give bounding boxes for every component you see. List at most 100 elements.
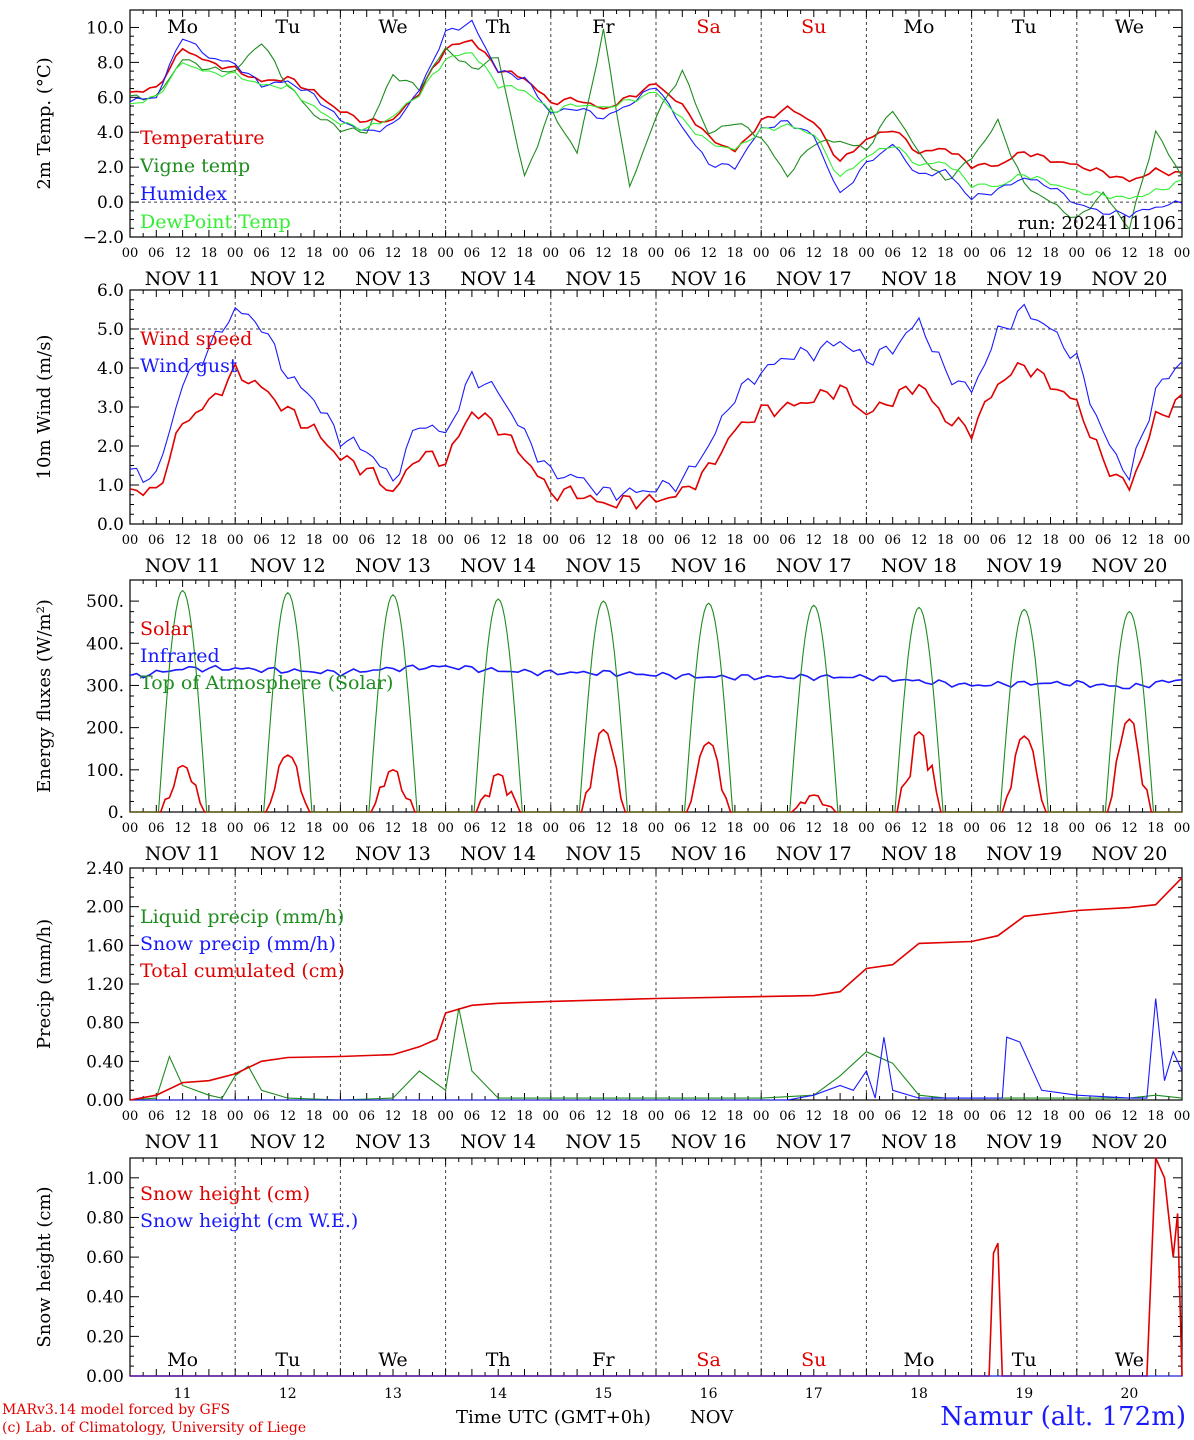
date-label: NOV 19 [986, 843, 1062, 865]
legend-entry: Wind gust [140, 355, 238, 377]
y-axis-label: Energy fluxes (W/m²) [34, 599, 55, 793]
day-of-week-label: Su [801, 16, 826, 38]
date-label: NOV 13 [355, 268, 431, 290]
hour-tick-label: 18 [1147, 1109, 1164, 1124]
day-number-label: 12 [279, 1386, 297, 1402]
day-of-week-label: We [378, 1349, 407, 1371]
y-tick-label: 0.0 [97, 515, 124, 535]
hour-tick-label: 00 [437, 821, 454, 836]
day-number-label: 17 [805, 1386, 823, 1402]
hour-tick-label: 18 [201, 533, 218, 548]
hour-tick-label: 00 [543, 821, 560, 836]
hour-tick-label: 00 [122, 821, 139, 836]
series-line-dewpoint-temp [129, 52, 1183, 200]
y-tick-label: 400. [86, 634, 124, 654]
hour-tick-label: 00 [227, 1109, 244, 1124]
date-label: NOV 18 [881, 1131, 957, 1153]
day-of-week-label: Sa [696, 1349, 720, 1371]
hour-tick-label: 00 [858, 533, 875, 548]
hour-tick-label: 00 [332, 246, 349, 261]
y-tick-label: 1.0 [97, 476, 124, 496]
series-line-wind-speed [129, 361, 1183, 511]
hour-tick-label: 12 [700, 246, 717, 261]
date-label: NOV 19 [986, 268, 1062, 290]
hour-tick-label: 00 [332, 1109, 349, 1124]
y-tick-label: 0.80 [86, 1208, 124, 1228]
hour-tick-label: 00 [648, 533, 665, 548]
day-of-week-label: We [378, 16, 407, 38]
x-axis-label: Time UTC (GMT+0h) [456, 1407, 651, 1428]
date-label: NOV 20 [1091, 1131, 1167, 1153]
y-tick-label: 0.40 [86, 1052, 124, 1072]
hour-tick-label: 18 [411, 246, 428, 261]
hour-tick-label: 18 [516, 246, 533, 261]
hour-tick-label: 18 [201, 246, 218, 261]
hour-tick-label: 18 [306, 246, 323, 261]
hour-tick-label: 12 [595, 821, 612, 836]
hour-tick-label: 12 [911, 821, 928, 836]
hour-tick-label: 18 [832, 246, 849, 261]
legend-entry: Snow precip (mm/h) [140, 933, 336, 955]
y-axis-label: Precip (mm/h) [34, 919, 55, 1049]
day-number-label: 15 [594, 1386, 612, 1402]
hour-tick-label: 12 [490, 246, 507, 261]
hour-tick-label: 06 [358, 821, 375, 836]
hour-tick-label: 00 [753, 246, 770, 261]
hour-tick-label: 06 [148, 533, 165, 548]
y-tick-label: 0.0 [97, 193, 124, 213]
day-of-week-label: Mo [904, 16, 935, 38]
y-tick-label: 0. [108, 803, 124, 823]
hour-tick-label: 18 [727, 246, 744, 261]
hour-tick-label: 00 [227, 821, 244, 836]
hour-tick-label: 00 [648, 1109, 665, 1124]
hour-tick-label: 18 [621, 533, 638, 548]
hour-tick-label: 00 [963, 246, 980, 261]
date-label: NOV 20 [1091, 555, 1167, 577]
hour-tick-label: 00 [648, 821, 665, 836]
y-tick-label: 2.0 [97, 158, 124, 178]
y-tick-label: 0.40 [86, 1288, 124, 1308]
lab-credit: (c) Lab. of Climatology, University of L… [2, 1420, 307, 1436]
legend-entry: Vigne temp [139, 155, 250, 177]
legend-entry: Total cumulated (cm) [140, 960, 345, 982]
hour-tick-label: 18 [937, 533, 954, 548]
y-tick-label: 0.00 [86, 1091, 124, 1111]
y-tick-label: 200. [86, 719, 124, 739]
hour-tick-label: 06 [464, 1109, 481, 1124]
y-tick-label: 500. [86, 592, 124, 612]
hour-tick-label: 06 [779, 246, 796, 261]
hour-tick-label: 12 [174, 533, 191, 548]
hour-tick-label: 18 [306, 533, 323, 548]
hour-tick-label: 18 [1042, 1109, 1059, 1124]
hour-tick-label: 12 [1016, 821, 1033, 836]
day-of-week-label: Th [486, 16, 511, 38]
hour-tick-label: 12 [1016, 533, 1033, 548]
date-label: NOV 14 [460, 268, 536, 290]
date-label: NOV 19 [986, 555, 1062, 577]
legend-entry: Snow height (cm) [140, 1183, 310, 1205]
hour-tick-label: 18 [621, 246, 638, 261]
legend-entry: Snow height (cm W.E.) [140, 1210, 358, 1232]
hour-tick-label: 06 [358, 1109, 375, 1124]
legend-entry: Top of Atmosphere (Solar) [140, 672, 393, 694]
hour-tick-label: 06 [1095, 246, 1112, 261]
y-tick-label: 2.40 [86, 859, 124, 879]
series-line-total-cumulated-cm- [129, 877, 1183, 1101]
hour-tick-label: 18 [306, 821, 323, 836]
hour-tick-label: 00 [543, 246, 560, 261]
hour-tick-label: 00 [1069, 533, 1086, 548]
hour-tick-label: 00 [963, 533, 980, 548]
hour-tick-label: 18 [411, 533, 428, 548]
hour-tick-label: 06 [674, 533, 691, 548]
hour-tick-label: 06 [464, 821, 481, 836]
hour-tick-label: 12 [595, 246, 612, 261]
series-line-vigne-temp [129, 28, 1183, 231]
y-tick-label: 2.0 [97, 437, 124, 457]
hour-tick-label: 12 [911, 1109, 928, 1124]
hour-tick-label: 12 [806, 821, 823, 836]
date-label: NOV 12 [250, 268, 326, 290]
hour-tick-label: 12 [385, 246, 402, 261]
hour-tick-label: 00 [1174, 533, 1191, 548]
day-of-week-label: Mo [904, 1349, 935, 1371]
hour-tick-label: 06 [253, 821, 270, 836]
